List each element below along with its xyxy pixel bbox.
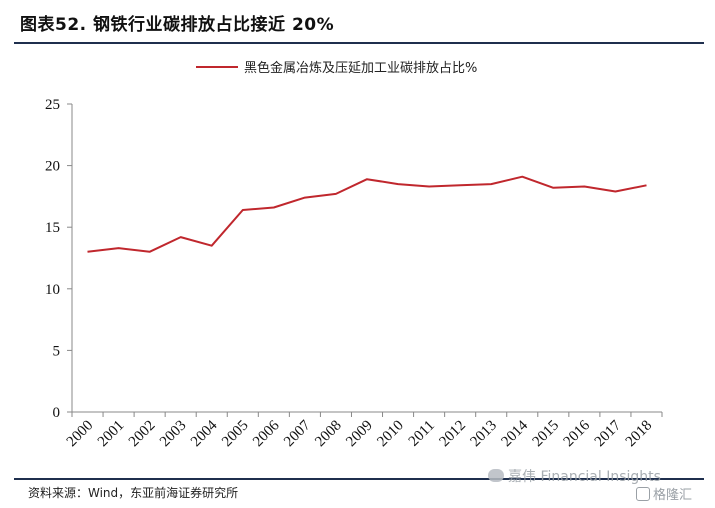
title-bar: 图表52. 钢铁行业碳排放占比接近 20%: [14, 6, 704, 44]
x-tick-label: 2000: [64, 418, 97, 451]
x-tick-label: 2001: [95, 418, 128, 451]
x-tick-label: 2006: [250, 417, 283, 450]
legend: 黑色金属冶炼及压延加工业碳排放占比%: [196, 60, 477, 76]
watermark: 嘉伟 Financial Insights: [488, 466, 661, 486]
x-tick-label: 2014: [499, 417, 532, 450]
x-tick-label: 2005: [219, 418, 252, 451]
x-tick-label: 2008: [312, 418, 345, 451]
source-divider: [14, 478, 704, 480]
page-title: 图表52. 钢铁行业碳排放占比接近 20%: [20, 15, 335, 35]
source-note: 资料来源：Wind，东亚前海证券研究所: [28, 486, 239, 500]
x-tick-label: 2010: [374, 418, 407, 451]
series-line: [87, 175, 647, 253]
legend-label: 黑色金属冶炼及压延加工业碳排放占比%: [244, 60, 477, 76]
x-tick-label: 2017: [592, 417, 625, 450]
x-tick-label: 2016: [561, 417, 594, 450]
y-tick-label: 20: [45, 159, 60, 175]
x-tick-label: 2004: [188, 417, 221, 450]
y-tick-label: 10: [45, 282, 60, 298]
x-tick-label: 2015: [530, 418, 563, 451]
watermark-text: 嘉伟 Financial Insights: [508, 469, 661, 485]
x-tick-label: 2018: [623, 418, 656, 451]
watermark-secondary: 格隆汇: [636, 484, 692, 503]
y-tick-label: 0: [53, 405, 61, 421]
gelonghui-logo-icon: [636, 487, 650, 501]
x-tick-label: 2012: [436, 418, 469, 451]
x-tick-label: 2007: [281, 417, 314, 450]
line-chart: 黑色金属冶炼及压延加工业碳排放占比% 051015202520002001200…: [45, 60, 663, 451]
watermark-secondary-text: 格隆汇: [653, 488, 693, 503]
y-tick-label: 15: [45, 220, 60, 236]
y-tick-label: 5: [53, 343, 61, 359]
chart-container: 黑色金属冶炼及压延加工业碳排放占比% 0 5 10 15 20 25 2000 2001 200…: [0, 40, 715, 480]
x-tick-label: 2002: [126, 418, 159, 451]
y-tick-label: 25: [45, 97, 60, 113]
title-divider: [14, 42, 704, 44]
plot-area: [87, 175, 647, 253]
x-tick-label: 2009: [343, 418, 376, 451]
x-tick-label: 2011: [406, 418, 438, 450]
x-tick-label: 2003: [157, 418, 190, 451]
axes: 0510152025200020012002200320042005200620…: [45, 97, 663, 451]
x-tick-label: 2013: [468, 418, 501, 451]
wechat-icon: [488, 469, 504, 482]
